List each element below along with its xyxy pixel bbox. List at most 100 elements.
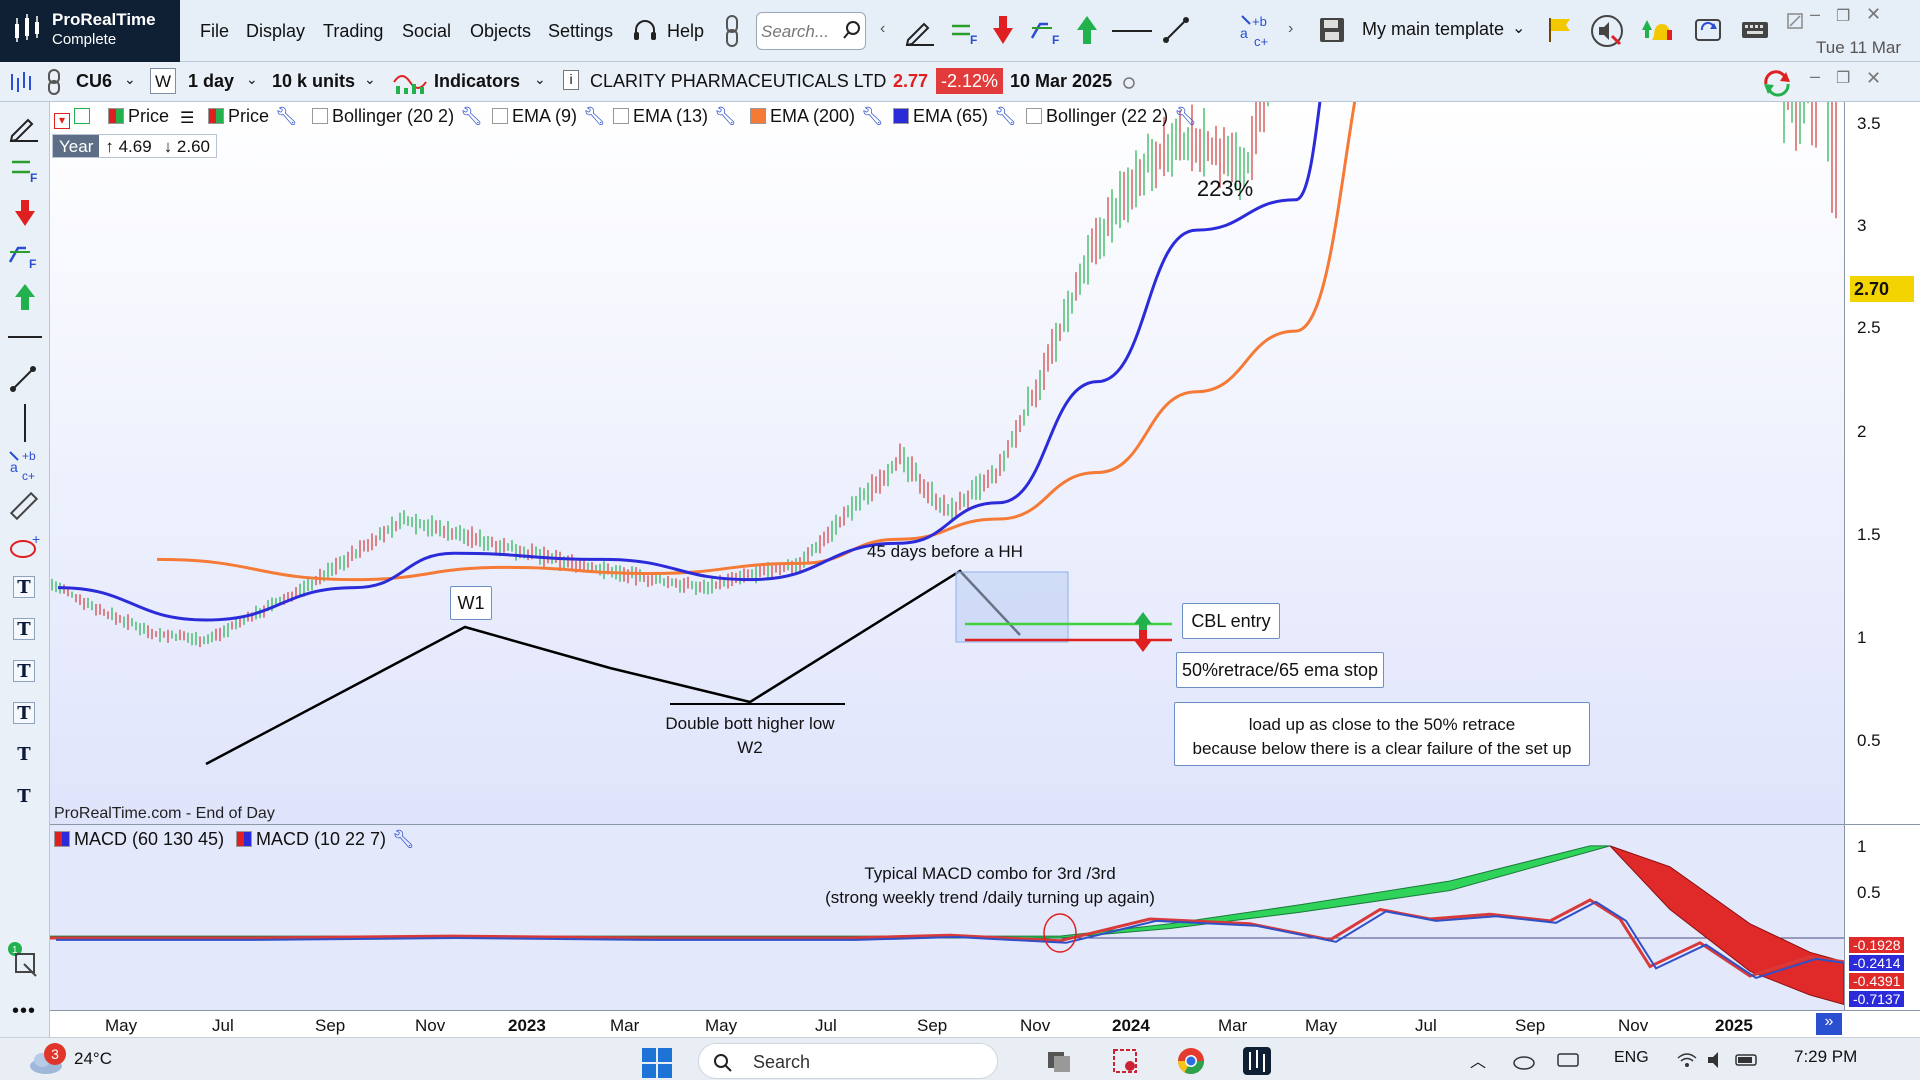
up-arrow-box-icon[interactable] bbox=[74, 108, 90, 124]
search-icon[interactable] bbox=[842, 20, 862, 40]
chrome-icon[interactable] bbox=[1176, 1046, 1206, 1076]
maximize-window-icon[interactable]: ❐ bbox=[1836, 8, 1851, 25]
double-bottom-label-2[interactable]: W2 bbox=[737, 738, 763, 757]
wrench-icon[interactable]: 🔧︎ bbox=[1174, 106, 1197, 126]
legend-macd-1[interactable]: MACD (60 130 45) bbox=[54, 829, 224, 850]
horizontal-line-tool-icon[interactable] bbox=[8, 334, 42, 340]
line-tool-icon[interactable] bbox=[1112, 28, 1152, 34]
volume-icon[interactable] bbox=[1706, 1050, 1728, 1070]
menu-trading[interactable]: Trading bbox=[323, 21, 384, 41]
scroll-to-end-icon[interactable]: » bbox=[1816, 1013, 1842, 1035]
trend-f-icon[interactable]: F bbox=[1030, 16, 1064, 46]
temperature[interactable]: 24°C bbox=[74, 1049, 112, 1068]
wrench-icon[interactable]: 🔧︎ bbox=[994, 106, 1017, 126]
ellipse-tool-icon[interactable]: + bbox=[8, 532, 44, 562]
ruler-tool-icon[interactable] bbox=[8, 490, 40, 522]
period-selector[interactable]: 1 day bbox=[188, 71, 235, 91]
wrench-icon[interactable]: 🔧︎ bbox=[460, 106, 483, 126]
menu-display[interactable]: Display bbox=[246, 21, 306, 41]
buy-arrow-tool-icon[interactable] bbox=[14, 282, 36, 312]
text-tool-6-icon[interactable]: T bbox=[17, 786, 31, 807]
legend-price-2[interactable]: Price 🔧︎ bbox=[208, 106, 298, 127]
down-arrow-box-icon[interactable]: ▾ bbox=[54, 113, 70, 129]
checkbox-icon[interactable] bbox=[492, 108, 508, 124]
macd-note-line-1[interactable]: Typical MACD combo for 3rd /3rd bbox=[864, 864, 1116, 883]
menu-file[interactable]: File bbox=[200, 21, 230, 41]
checkbox-icon[interactable] bbox=[1026, 108, 1042, 124]
info-icon[interactable]: i bbox=[563, 70, 579, 90]
link-chain-icon[interactable] bbox=[722, 14, 742, 48]
windows-start-icon[interactable] bbox=[640, 1046, 674, 1080]
formula-tool-left-icon[interactable]: a +b c+ bbox=[8, 448, 44, 484]
close-window-icon[interactable]: ✕ bbox=[1866, 4, 1882, 24]
snipping-tool-icon[interactable] bbox=[1110, 1046, 1140, 1076]
pencil-draw-icon[interactable] bbox=[904, 16, 936, 46]
cloud-sync-icon[interactable] bbox=[1512, 1050, 1536, 1070]
keyboard-icon[interactable] bbox=[1740, 16, 1770, 44]
list-icon[interactable]: ☰ bbox=[180, 110, 195, 127]
legend-ema-9[interactable]: EMA (9) 🔧︎ bbox=[492, 106, 606, 127]
edit-mode-icon[interactable]: 1 bbox=[6, 940, 46, 980]
menu-social[interactable]: Social bbox=[402, 21, 452, 41]
vertical-line-tool-icon[interactable] bbox=[22, 404, 28, 442]
checkbox-icon[interactable] bbox=[312, 108, 328, 124]
taskbar-clock[interactable]: 7:29 PM bbox=[1794, 1047, 1858, 1066]
sound-muted-icon[interactable] bbox=[1590, 14, 1624, 48]
text-tool-1-icon[interactable]: T bbox=[13, 576, 35, 598]
pencil-tool-icon[interactable] bbox=[8, 112, 40, 142]
text-tool-4-icon[interactable]: T bbox=[13, 702, 35, 724]
price-chart-panel[interactable] bbox=[50, 102, 1844, 824]
link-chain-small-icon[interactable] bbox=[46, 68, 62, 96]
ticker-dropdown-icon[interactable]: ⌄ bbox=[124, 71, 136, 87]
text-tool-5-icon[interactable]: T bbox=[17, 744, 31, 765]
menu-objects[interactable]: Objects bbox=[470, 21, 532, 41]
text-tool-2-icon[interactable]: T bbox=[13, 618, 35, 640]
formula-tool-icon[interactable]: a +b c+ bbox=[1238, 12, 1278, 50]
panel-maximize-icon[interactable]: ❐ bbox=[1836, 70, 1851, 87]
legend-bollinger-1[interactable]: Bollinger (20 2) 🔧︎ bbox=[312, 106, 483, 127]
price-axis[interactable]: 3.5 3 2.5 2 1.5 1 0.5 bbox=[1844, 102, 1920, 824]
legend-ema-65[interactable]: EMA (65) 🔧︎ bbox=[893, 106, 1017, 127]
panel-minimize-icon[interactable]: – bbox=[1810, 66, 1821, 86]
language-indicator[interactable]: ENG bbox=[1614, 1049, 1649, 1066]
more-tools-icon[interactable]: ••• bbox=[12, 1000, 37, 1022]
headset-icon[interactable] bbox=[632, 18, 658, 44]
sell-arrow-tool-icon[interactable] bbox=[14, 198, 36, 228]
units-selector[interactable]: 10 k units bbox=[272, 71, 356, 91]
trend-f-tool-icon[interactable]: F bbox=[8, 240, 40, 270]
indicators-button[interactable]: Indicators bbox=[434, 71, 521, 91]
template-selector[interactable]: My main template bbox=[1362, 19, 1505, 39]
wrench-icon[interactable]: 🔧︎ bbox=[392, 829, 415, 849]
wrench-icon[interactable]: 🔧︎ bbox=[583, 106, 606, 126]
macd-panel[interactable] bbox=[50, 824, 1844, 1011]
ticker-selector[interactable]: CU6 bbox=[76, 71, 113, 91]
chart-style-icon[interactable] bbox=[8, 70, 36, 94]
stop-label[interactable]: 50%retrace/65 ema stop bbox=[1176, 652, 1384, 688]
template-dropdown-icon[interactable]: ⌄ bbox=[1512, 20, 1526, 37]
wifi-icon[interactable] bbox=[1676, 1050, 1698, 1070]
minimize-window-icon[interactable]: – bbox=[1810, 4, 1821, 24]
period-dropdown-icon[interactable]: ⌄ bbox=[246, 71, 258, 87]
indicators-icon[interactable] bbox=[392, 68, 428, 96]
cbl-entry-label[interactable]: CBL entry bbox=[1182, 603, 1280, 639]
checkbox-icon[interactable] bbox=[613, 108, 629, 124]
macd-axis[interactable]: 1 0.5 -0.1928 -0.2414 -0.4391 -0.7137 bbox=[1844, 824, 1920, 1010]
indicators-dropdown-icon[interactable]: ⌄ bbox=[534, 71, 546, 87]
percent-gain-label[interactable]: 223% bbox=[1196, 176, 1254, 201]
units-dropdown-icon[interactable]: ⌄ bbox=[364, 71, 376, 87]
days-before-hh-label[interactable]: 45 days before a HH bbox=[867, 542, 1023, 561]
system-tray-expand-icon[interactable]: ︿ bbox=[1470, 1054, 1487, 1071]
segment-tool-left-icon[interactable] bbox=[8, 364, 38, 394]
macd-note-line-2[interactable]: (strong weekly trend /daily turning up a… bbox=[825, 888, 1155, 907]
date-axis[interactable]: May Jul Sep Nov 2023 Mar May Jul Sep Nov… bbox=[50, 1010, 1920, 1037]
fullscreen-icon[interactable] bbox=[1786, 12, 1804, 30]
legend-arrows[interactable]: ▾ bbox=[54, 106, 94, 129]
wrench-icon[interactable]: 🔧︎ bbox=[275, 106, 298, 126]
keyboard-tray-icon[interactable] bbox=[1556, 1050, 1580, 1070]
alerts-icon[interactable] bbox=[1640, 14, 1676, 48]
save-template-icon[interactable] bbox=[1318, 16, 1346, 44]
wrench-icon[interactable]: 🔧︎ bbox=[861, 106, 884, 126]
buy-arrow-icon[interactable] bbox=[1076, 14, 1098, 46]
sell-arrow-icon[interactable] bbox=[992, 14, 1014, 46]
prorealtime-taskbar-icon[interactable] bbox=[1242, 1046, 1272, 1076]
